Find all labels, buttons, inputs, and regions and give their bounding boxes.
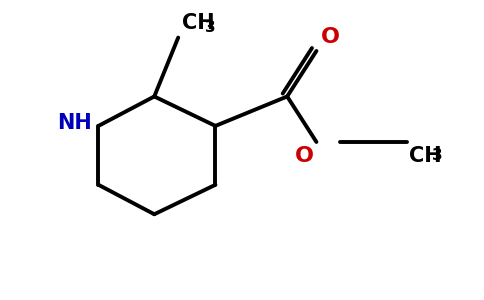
Text: 3: 3 — [205, 20, 215, 35]
Text: CH: CH — [182, 13, 215, 33]
Text: O: O — [321, 27, 340, 47]
Text: NH: NH — [57, 113, 92, 133]
Text: CH: CH — [409, 146, 442, 166]
Text: 3: 3 — [432, 148, 442, 164]
Text: O: O — [295, 146, 314, 166]
